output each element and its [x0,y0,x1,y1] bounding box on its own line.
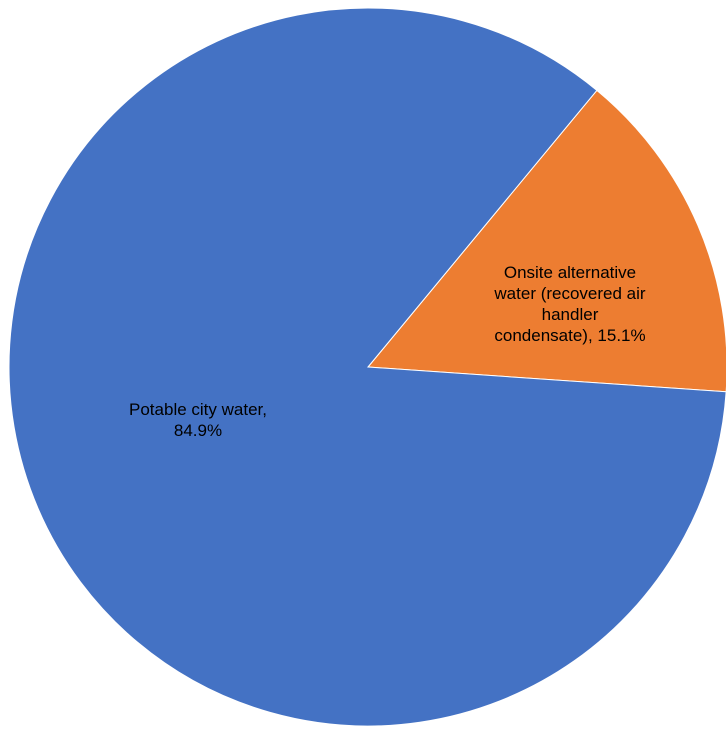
pie-slices [8,7,726,727]
slice-label-onsite-alternative-water: Onsite alternative water (recovered air … [494,263,646,345]
pie-slice-onsite-alternative-water [366,89,726,393]
slice-label-potable-city-water: Potable city water, 84.9% [129,400,267,440]
pie-slice-potable-city-water [8,7,726,727]
